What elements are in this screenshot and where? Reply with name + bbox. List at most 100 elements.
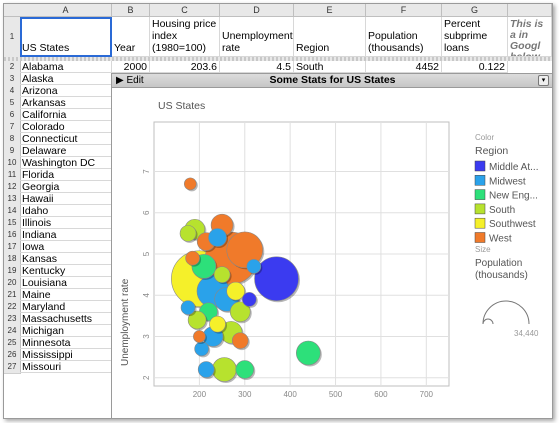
size-legend-value: 34,440	[514, 329, 539, 338]
state-cell[interactable]: California	[20, 109, 112, 121]
x-tick-label: 200	[193, 390, 207, 399]
header-cell-f[interactable]: Population (thousands)	[366, 17, 442, 57]
legend-label[interactable]: West	[489, 234, 512, 245]
legend-swatch	[474, 217, 486, 229]
x-tick-label: 700	[420, 390, 434, 399]
state-cell[interactable]: Maine	[20, 289, 112, 301]
bubble-point[interactable]	[193, 330, 206, 343]
y-tick-label: 4	[142, 292, 151, 297]
legend-label[interactable]: Midwest	[489, 176, 526, 187]
state-cell[interactable]: Colorado	[20, 121, 112, 133]
bubble-point[interactable]	[212, 357, 237, 382]
bubble-point[interactable]	[179, 225, 197, 242]
edit-label: Edit	[126, 75, 144, 86]
gadget-titlebar: ▶ Edit Some Stats for US States ▾	[112, 74, 552, 88]
legend-swatch	[474, 175, 486, 186]
row-header[interactable]: 1	[4, 17, 21, 58]
note-cell[interactable]: This is a in Googl below to	[508, 17, 552, 57]
bubble-point[interactable]	[184, 177, 197, 191]
state-cell[interactable]: Louisiana	[20, 277, 112, 289]
header-cell-c[interactable]: Housing price index (1980=100)	[150, 17, 220, 57]
bubble-point[interactable]	[197, 361, 215, 378]
header-cell-b[interactable]: Year	[112, 17, 150, 57]
cell-pop[interactable]: 4452	[366, 61, 442, 73]
bubble-point[interactable]	[185, 250, 200, 266]
bubble-point[interactable]	[226, 231, 264, 269]
state-cell[interactable]: Delaware	[20, 145, 112, 157]
state-cell[interactable]: Maryland	[20, 301, 112, 313]
legend-swatch	[474, 160, 486, 172]
header-cell-d[interactable]: Unemployment rate	[220, 17, 294, 57]
state-cell[interactable]: Iowa	[20, 241, 112, 253]
legend-region-title: Region	[475, 145, 508, 157]
spreadsheet: A B C D E F G 1 US States Year Housing price index…	[4, 4, 552, 418]
state-cell[interactable]: Connecticut	[20, 133, 112, 145]
bubble-point[interactable]	[226, 281, 245, 301]
header-cell-g[interactable]: Percent subprime loans	[442, 17, 508, 57]
state-cell[interactable]: Arizona	[20, 85, 112, 97]
cell-subprime[interactable]: 0.122	[442, 61, 508, 73]
state-cell[interactable]: Idaho	[20, 205, 112, 217]
column-header-c[interactable]: C	[150, 4, 220, 17]
bubble-point[interactable]	[246, 259, 262, 274]
legend-label[interactable]: New Eng...	[489, 191, 538, 202]
state-cell[interactable]: Hawaii	[20, 193, 112, 205]
state-cell[interactable]: Alaska	[20, 73, 112, 85]
legend-color-title: Color	[475, 133, 494, 142]
legend-swatch	[474, 189, 486, 200]
column-header-a[interactable]: A	[20, 4, 112, 17]
bubble-point[interactable]	[194, 341, 209, 357]
cell-region[interactable]: South	[294, 61, 366, 73]
cell-unemp[interactable]: 4.5	[220, 61, 294, 73]
column-header-e[interactable]: E	[294, 4, 366, 17]
state-cell[interactable]: Indiana	[20, 229, 112, 241]
bubble-point[interactable]	[180, 300, 196, 315]
bubble-point[interactable]	[254, 256, 299, 302]
state-cell[interactable]: Mississippi	[20, 349, 112, 361]
legend-label[interactable]: Southwest	[489, 219, 536, 230]
bubble-chart[interactable]: US States 200 300 400 500 600 700 2 3 4 5 6 7 Unemplo…	[112, 88, 553, 419]
bubble-point[interactable]	[209, 315, 226, 333]
bubble-point[interactable]	[242, 292, 257, 307]
header-cell-a[interactable]: US States	[20, 17, 112, 57]
cell-hpi[interactable]: 203.6	[150, 61, 220, 73]
legend-label[interactable]: South	[489, 205, 515, 216]
column-header-f[interactable]: F	[366, 4, 442, 17]
select-all-corner[interactable]	[4, 4, 21, 17]
header-cell-e[interactable]: Region	[294, 17, 366, 57]
state-cell[interactable]: Florida	[20, 169, 112, 181]
bubble-point[interactable]	[229, 301, 251, 323]
state-cell[interactable]: Minnesota	[20, 337, 112, 349]
state-cell[interactable]: Arkansas	[20, 97, 112, 109]
app-frame: A B C D E F G 1 US States Year Housing price index…	[3, 3, 553, 419]
y-tick-label: 5	[142, 251, 151, 256]
state-cell[interactable]: Kansas	[20, 253, 112, 265]
state-cell[interactable]: Kentucky	[20, 265, 112, 277]
state-cell[interactable]: Washington DC	[20, 157, 112, 169]
bubble-point[interactable]	[213, 266, 231, 283]
bubble-point[interactable]	[231, 332, 249, 349]
state-cell[interactable]: Massachusetts	[20, 313, 112, 325]
y-tick-label: 6	[142, 210, 151, 215]
bubble-point[interactable]	[296, 340, 321, 366]
state-cell[interactable]: Georgia	[20, 181, 112, 193]
edit-button[interactable]: ▶ Edit	[116, 75, 144, 86]
column-header-d[interactable]: D	[220, 4, 294, 17]
cell-state[interactable]: Alabama	[20, 61, 112, 73]
state-cell[interactable]: Michigan	[20, 325, 112, 337]
state-cell[interactable]: Missouri	[20, 361, 112, 373]
column-header-extra[interactable]	[508, 4, 552, 17]
state-cell[interactable]: Illinois	[20, 217, 112, 229]
bubble-point[interactable]	[235, 360, 255, 379]
legend-label[interactable]: Middle At...	[489, 162, 538, 173]
row-header[interactable]: 27	[4, 361, 21, 374]
y-tick-label: 3	[142, 334, 151, 339]
gadget-menu-icon[interactable]: ▾	[538, 75, 549, 86]
bubble-point[interactable]	[208, 228, 227, 247]
y-tick-label: 7	[142, 169, 151, 174]
column-header-b[interactable]: B	[112, 4, 150, 17]
freeze-divider[interactable]	[4, 57, 552, 61]
bubble-point[interactable]	[187, 310, 207, 330]
column-header-g[interactable]: G	[442, 4, 508, 17]
cell-year[interactable]: 2000	[112, 61, 150, 73]
